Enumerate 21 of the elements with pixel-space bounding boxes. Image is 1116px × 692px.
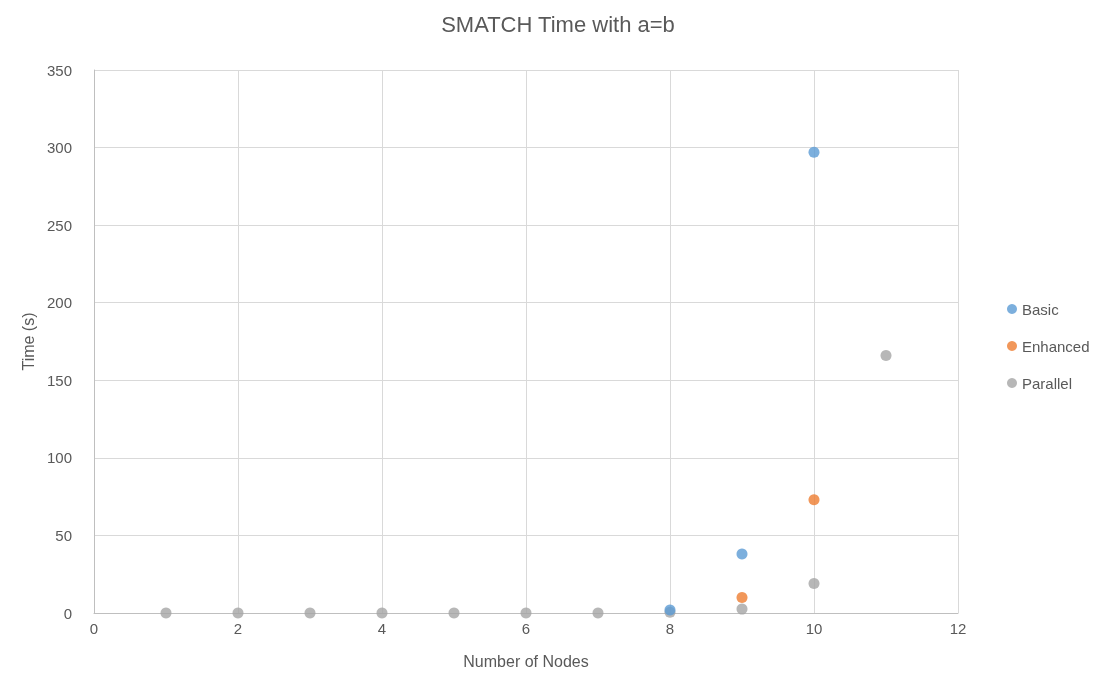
y-tick-label: 50 [55,526,72,544]
y-tick-label: 350 [46,61,72,79]
y-tick-label: 150 [46,371,72,389]
legend-label: Basic [1022,300,1060,318]
y-axis-title: Time (s) [19,312,37,371]
x-tick-label: 6 [521,620,531,637]
x-axis-title: Number of Nodes [463,652,589,670]
y-tick-label: 300 [46,139,72,157]
y-tick-label: 0 [63,604,72,622]
y-tick-label: 200 [46,294,72,312]
y-tick-label: 250 [46,216,72,234]
x-tick-label: 12 [949,620,967,637]
y-tick-label: 100 [46,449,72,467]
x-tick-label: 4 [377,620,387,637]
x-tick-label: 2 [233,620,243,637]
legend-label: Enhanced [1022,337,1090,355]
chart-title: SMATCH Time with a=b [441,11,675,37]
x-tick-label: 0 [89,620,99,637]
legend-label: Parallel [1022,374,1073,392]
x-tick-label: 10 [805,620,823,637]
x-tick-label: 8 [665,620,675,637]
